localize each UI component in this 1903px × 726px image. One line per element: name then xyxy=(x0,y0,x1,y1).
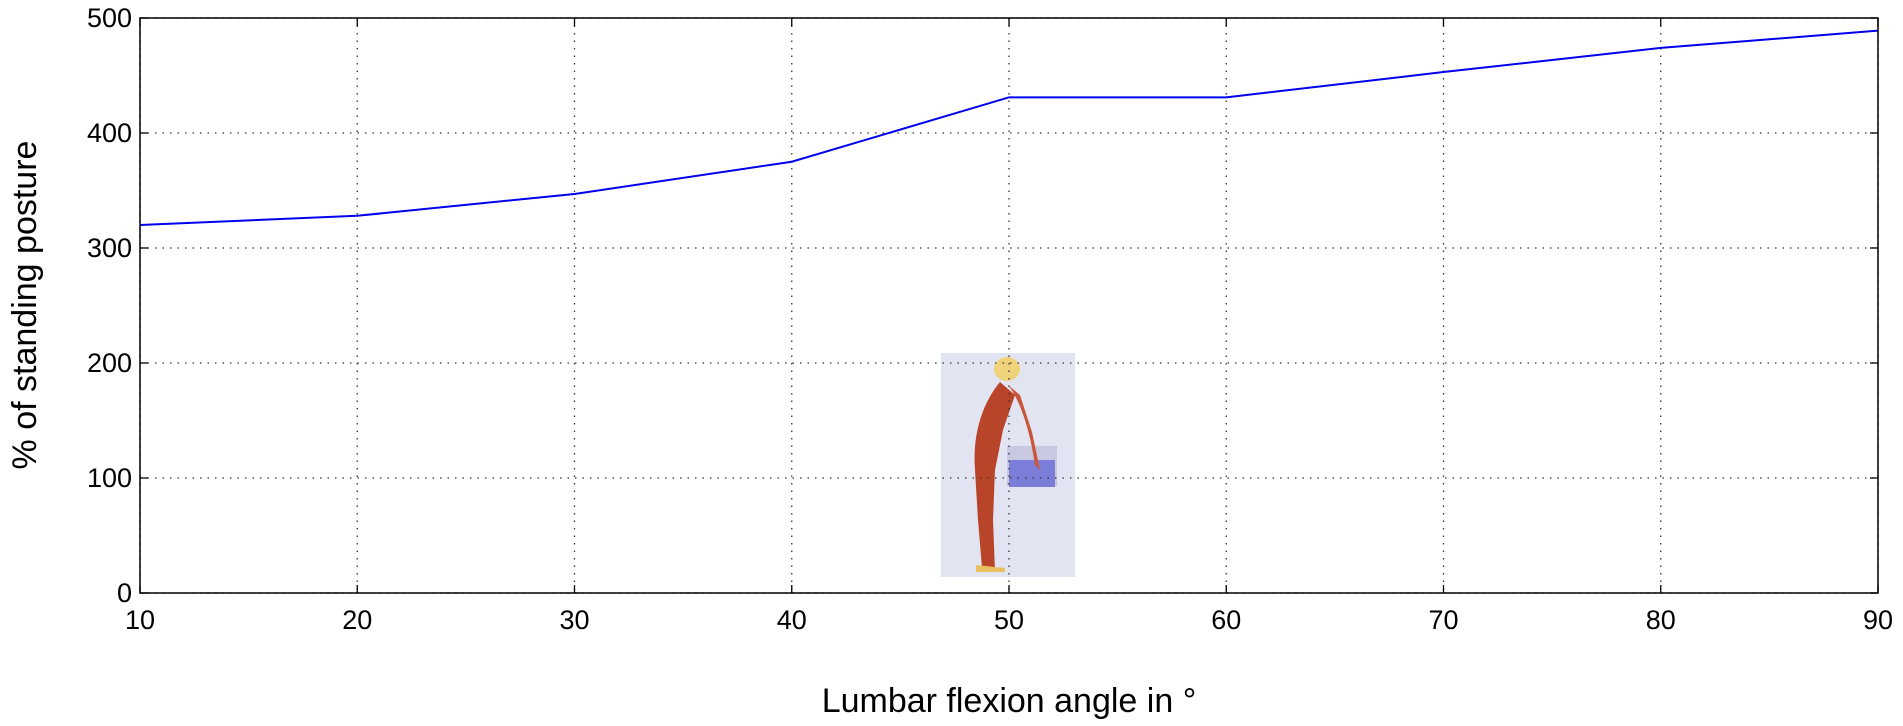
y-axis-label: % of standing posture xyxy=(6,141,44,470)
x-tick-label: 50 xyxy=(994,605,1024,635)
y-tick-label: 200 xyxy=(87,348,132,378)
x-tick-label: 10 xyxy=(125,605,155,635)
x-tick-label: 30 xyxy=(559,605,589,635)
plot-frame xyxy=(139,17,1879,594)
x-tick-label: 90 xyxy=(1863,605,1893,635)
y-tick-label: 300 xyxy=(87,233,132,263)
x-tick-label: 20 xyxy=(342,605,372,635)
data-line xyxy=(139,29,1879,226)
y-tick-label: 500 xyxy=(87,3,132,33)
y-tick-label: 400 xyxy=(87,118,132,148)
y-tick-label: 100 xyxy=(87,463,132,493)
x-axis-label: Lumbar flexion angle in ° xyxy=(822,682,1197,720)
y-tick-label: 0 xyxy=(117,578,132,608)
x-tick-label: 40 xyxy=(777,605,807,635)
x-tick-label: 70 xyxy=(1428,605,1458,635)
x-tick-label: 60 xyxy=(1211,605,1241,635)
x-tick-label: 80 xyxy=(1646,605,1676,635)
illustration xyxy=(941,353,1075,577)
